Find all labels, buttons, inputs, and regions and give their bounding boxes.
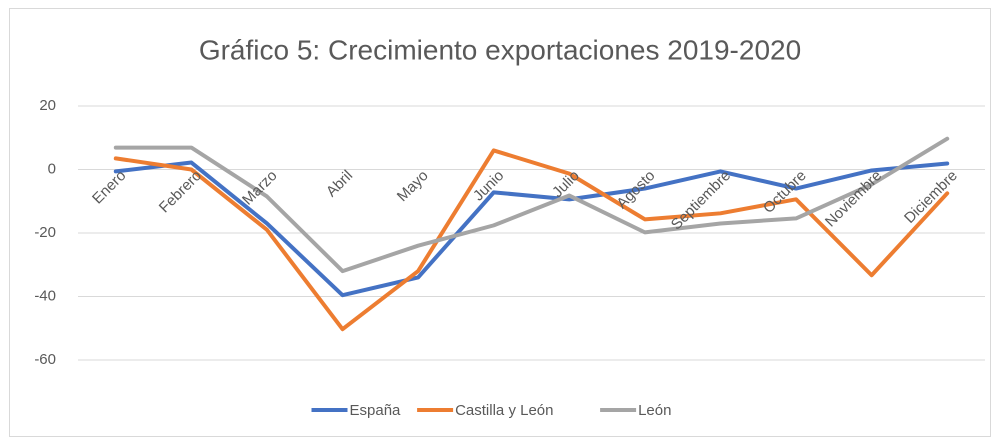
- y-tick-label: -40: [34, 287, 56, 304]
- legend-label: España: [350, 402, 402, 419]
- legend-label: León: [638, 402, 671, 419]
- y-tick-label: -60: [34, 351, 56, 368]
- series-line: [113, 136, 950, 274]
- y-tick-label: 20: [39, 97, 56, 114]
- legend-label: Castilla y León: [455, 402, 553, 419]
- y-tick-label: -20: [34, 224, 56, 241]
- y-tick-label: 0: [48, 160, 56, 177]
- chart-title: Gráfico 5: Crecimiento exportaciones 201…: [199, 34, 801, 65]
- series-line: [113, 160, 950, 298]
